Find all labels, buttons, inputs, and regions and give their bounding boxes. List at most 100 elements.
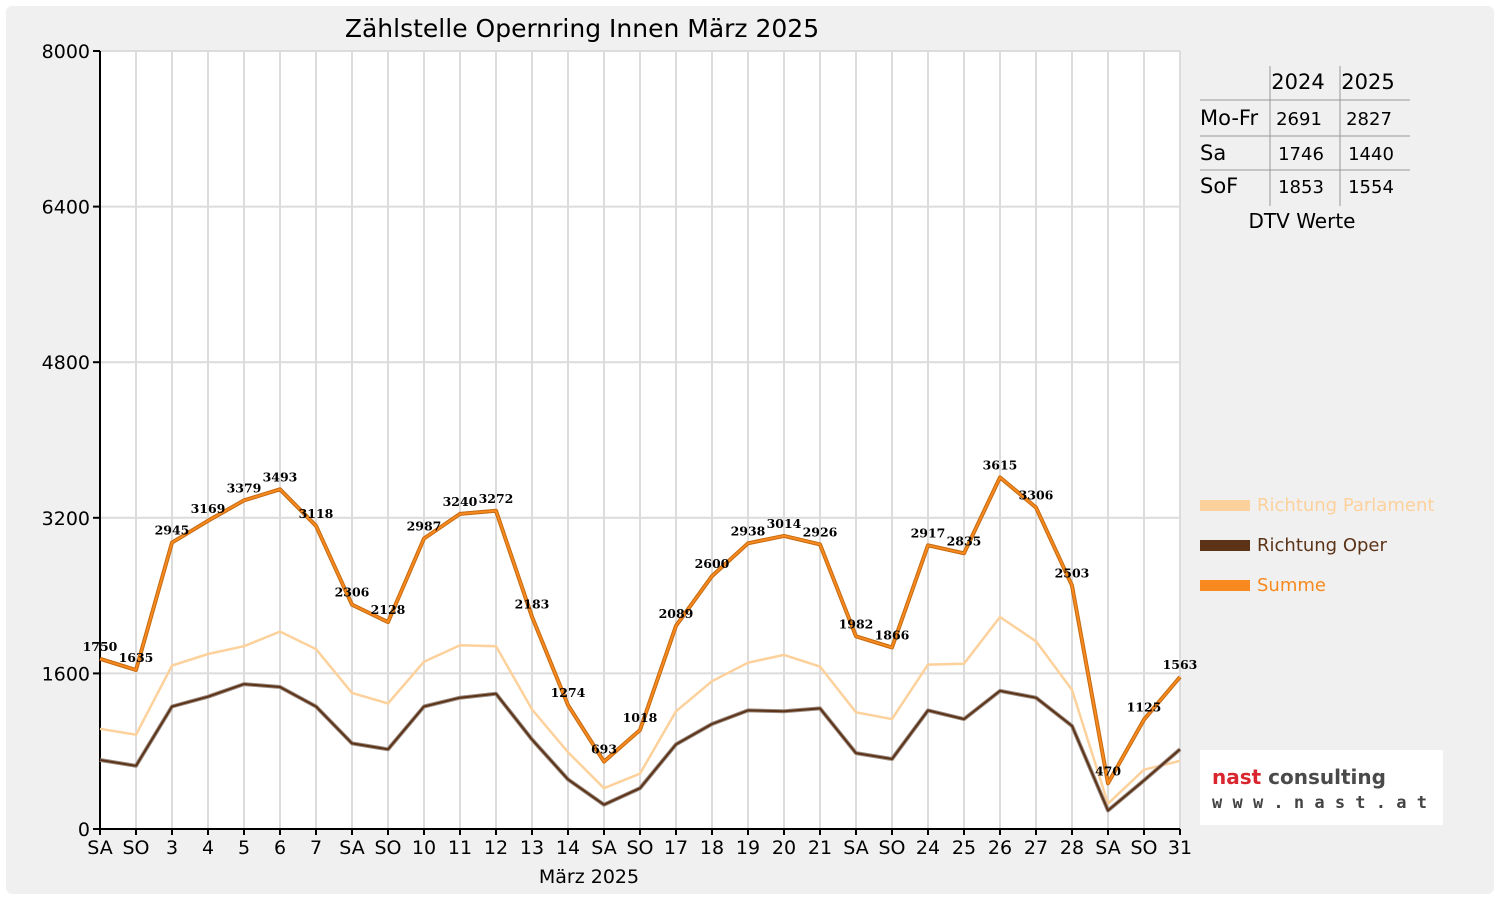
logo-text: nast consulting <box>1212 765 1386 789</box>
x-tick-label: 12 <box>484 837 508 859</box>
dtv-row-label: SoF <box>1200 174 1238 198</box>
x-tick-label: 5 <box>238 837 250 859</box>
x-tick-label: SA <box>87 837 112 859</box>
x-tick-label: 24 <box>916 837 940 859</box>
data-label: 3306 <box>1019 487 1054 502</box>
series-line-parlament <box>99 615 1181 805</box>
data-label: 1125 <box>1127 700 1162 715</box>
x-tick-label: 17 <box>664 837 688 859</box>
legend-label-oper: Richtung Oper <box>1257 535 1388 556</box>
x-tick-label: 14 <box>556 837 580 859</box>
x-tick-label: SO <box>374 837 401 859</box>
dtv-cell: 1746 <box>1278 144 1324 165</box>
x-tick-label: 3 <box>166 837 178 859</box>
data-label: 2089 <box>659 606 694 621</box>
dtv-header-2025: 2025 <box>1341 70 1394 94</box>
x-tick-label: 25 <box>952 837 976 859</box>
logo-url: w w w . n a s t . a t <box>1212 793 1427 813</box>
x-tick-label: SO <box>1130 837 1157 859</box>
data-label: 3014 <box>767 516 802 531</box>
dtv-header-2024: 2024 <box>1271 70 1324 94</box>
y-tick-label: 0 <box>78 819 90 841</box>
x-tick-label: 20 <box>772 837 796 859</box>
x-tick-label: 31 <box>1168 837 1192 859</box>
data-label: 3240 <box>443 494 478 509</box>
x-tick-label: SO <box>122 837 149 859</box>
dtv-table: 2024 2025 Mo-Fr 2691 2827 Sa 1746 1440 S… <box>1200 66 1410 233</box>
data-label: 3493 <box>263 469 298 484</box>
data-label: 3169 <box>191 501 226 516</box>
data-label: 1750 <box>83 639 118 654</box>
y-tick-label: 6400 <box>42 197 90 219</box>
x-tick-label: SA <box>843 837 868 859</box>
x-axis-title: März 2025 <box>539 866 639 888</box>
x-tick-label: 26 <box>988 837 1012 859</box>
data-label: 693 <box>591 742 617 757</box>
data-label: 2938 <box>731 523 766 538</box>
data-label: 1018 <box>623 710 658 725</box>
nast-consulting-logo: nast consulting w w w . n a s t . a t <box>1200 750 1443 825</box>
x-tick-label: SO <box>878 837 905 859</box>
x-tick-label: 4 <box>202 837 214 859</box>
dtv-row-label: Sa <box>1200 141 1226 165</box>
x-tick-label: 11 <box>448 837 472 859</box>
data-label: 2306 <box>335 585 370 600</box>
data-label: 1274 <box>551 685 586 700</box>
y-tick-label: 8000 <box>42 41 90 63</box>
legend-swatch-oper <box>1200 540 1250 551</box>
data-label: 2926 <box>803 524 838 539</box>
data-label: 1866 <box>875 628 910 643</box>
legend-label-summe: Summe <box>1257 575 1326 596</box>
data-label: 2503 <box>1055 566 1090 581</box>
y-tick-label: 3200 <box>42 508 90 530</box>
data-label: 2945 <box>155 523 190 538</box>
series-line-summe <box>99 476 1181 785</box>
series-line-oper <box>99 683 1181 812</box>
data-label: 1563 <box>1163 657 1198 672</box>
data-label: 2128 <box>371 602 406 617</box>
data-label: 470 <box>1095 763 1121 778</box>
data-label: 2917 <box>911 525 946 540</box>
legend-label-parlament: Richtung Parlament <box>1257 495 1434 516</box>
x-tick-label: SA <box>339 837 364 859</box>
data-label: 1982 <box>839 616 874 631</box>
x-tick-label: SA <box>591 837 616 859</box>
x-tick-label: SO <box>626 837 653 859</box>
data-label: 1635 <box>119 650 154 665</box>
y-axis: 0 1600 3200 4800 6400 8000 <box>42 41 101 841</box>
data-label: 2835 <box>947 533 982 548</box>
x-tick-label: 28 <box>1060 837 1084 859</box>
x-tick-label: SA <box>1095 837 1120 859</box>
dtv-cell: 1853 <box>1278 177 1324 198</box>
x-tick-label: 27 <box>1024 837 1048 859</box>
y-tick-label: 1600 <box>42 663 90 685</box>
data-label: 2183 <box>515 597 550 612</box>
data-label: 3379 <box>227 480 262 495</box>
x-tick-label: 19 <box>736 837 760 859</box>
legend: Richtung Parlament Richtung Oper Summe <box>1200 495 1434 596</box>
x-tick-label: 7 <box>310 837 322 859</box>
legend-swatch-summe <box>1200 580 1250 591</box>
dtv-cell: 1554 <box>1348 177 1394 198</box>
dtv-caption: DTV Werte <box>1249 209 1356 233</box>
x-tick-label: 18 <box>700 837 724 859</box>
x-tick-label: 13 <box>520 837 544 859</box>
x-tick-label: 21 <box>808 837 832 859</box>
data-label: 3118 <box>299 506 334 521</box>
dtv-row-label: Mo-Fr <box>1200 106 1258 130</box>
chart-title: Zählstelle Opernring Innen März 2025 <box>345 14 819 43</box>
legend-swatch-parlament <box>1200 500 1250 511</box>
x-axis: SA SO 3 4 5 6 7 SA SO 10 11 12 13 14 SA SO 17 18 19 20 21 SA S… <box>87 828 1192 859</box>
series-lines <box>99 475 1182 813</box>
data-label: 3615 <box>983 457 1018 472</box>
data-label: 2987 <box>407 519 442 534</box>
dtv-cell: 2827 <box>1346 109 1392 130</box>
dtv-cell: 2691 <box>1276 109 1322 130</box>
data-label: 3272 <box>479 491 514 506</box>
dtv-cell: 1440 <box>1348 144 1394 165</box>
x-tick-label: 10 <box>412 837 436 859</box>
y-tick-label: 4800 <box>42 352 90 374</box>
x-tick-label: 6 <box>274 837 286 859</box>
